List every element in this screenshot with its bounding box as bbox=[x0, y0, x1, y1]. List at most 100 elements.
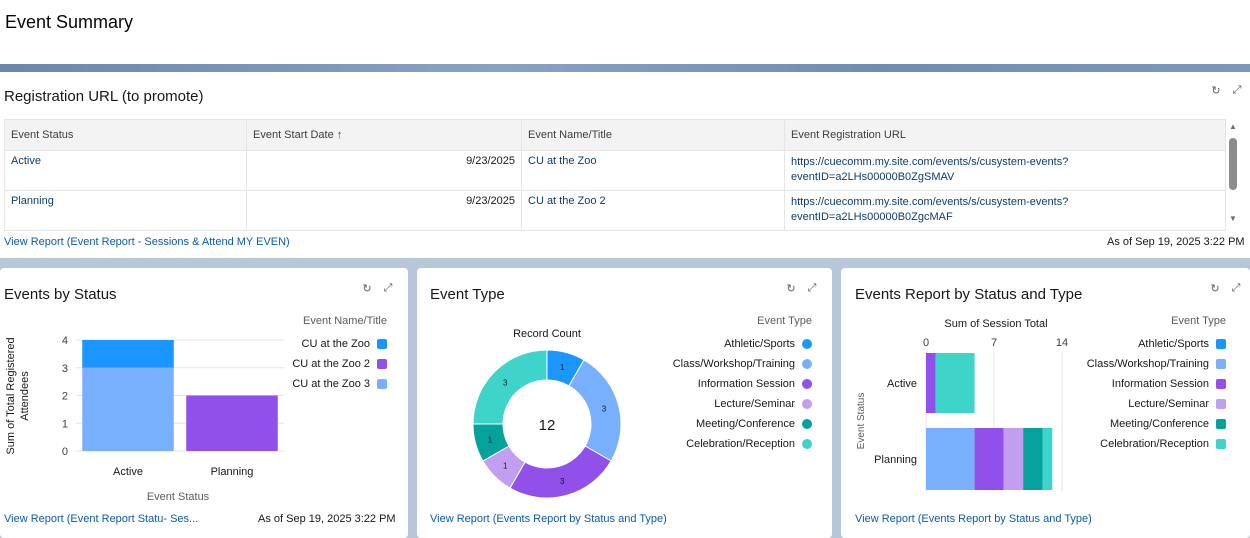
x-tick-label: Active bbox=[113, 466, 143, 478]
legend-swatch bbox=[377, 339, 387, 349]
legend-label: Class/Workshop/Training bbox=[1086, 358, 1209, 370]
legend-item[interactable]: Information Session bbox=[698, 378, 812, 390]
cell-registration-url[interactable]: https://cuecomm.my.site.com/events/s/cus… bbox=[784, 190, 1226, 231]
legend-item[interactable]: Athletic/Sports bbox=[724, 338, 812, 350]
legend-label: CU at the Zoo 2 bbox=[292, 358, 370, 370]
x-tick-label: Planning bbox=[211, 466, 254, 478]
bar-segment bbox=[926, 353, 936, 413]
events-by-status-view-report-link[interactable]: View Report (Event Report Statu- Ses... bbox=[4, 513, 199, 525]
cell-start-date: 9/23/2025 bbox=[246, 190, 522, 231]
legend-label: CU at the Zoo bbox=[301, 338, 370, 350]
x-axis-label: Event Status bbox=[147, 491, 210, 503]
cell-registration-url[interactable]: https://cuecomm.my.site.com/events/s/cus… bbox=[784, 150, 1226, 191]
x-tick-label: 14 bbox=[1056, 337, 1068, 349]
table-row: Active 9/23/2025 CU at the Zoo https://c… bbox=[4, 150, 1226, 191]
column-header-event-status[interactable]: Event Status bbox=[4, 119, 247, 151]
status-type-card: Events Report by Status and Type ↻ ⤢ Sum… bbox=[841, 268, 1250, 538]
legend-item[interactable]: Class/Workshop/Training bbox=[1087, 358, 1226, 370]
legend-item[interactable]: Class/Workshop/Training bbox=[673, 358, 812, 370]
slice-data-label: 3 bbox=[602, 405, 607, 414]
legend-swatch bbox=[802, 399, 812, 409]
legend-swatch bbox=[1216, 339, 1226, 349]
event-type-legend-title: Event Type bbox=[757, 315, 812, 327]
pie-slice bbox=[472, 349, 548, 425]
cell-status: Planning bbox=[4, 190, 247, 231]
y-axis-label: Event Status bbox=[856, 393, 867, 450]
slice-data-label: 1 bbox=[488, 435, 493, 444]
y-tick-label: 1 bbox=[62, 418, 68, 430]
cell-event-name: CU at the Zoo bbox=[521, 150, 785, 191]
refresh-icon[interactable]: ↻ bbox=[1210, 283, 1220, 295]
registration-card-title: Registration URL (to promote) bbox=[4, 88, 204, 105]
bar-segment bbox=[186, 395, 278, 451]
legend-label: Celebration/Reception bbox=[1100, 438, 1209, 450]
registration-view-report-link[interactable]: View Report (Event Report - Sessions & A… bbox=[4, 236, 290, 248]
donut-total: 12 bbox=[539, 417, 556, 434]
legend-item[interactable]: CU at the Zoo 2 bbox=[292, 358, 387, 370]
slice-data-label: 1 bbox=[560, 363, 565, 372]
legend-item[interactable]: Meeting/Conference bbox=[696, 418, 812, 430]
scroll-thumb[interactable] bbox=[1229, 138, 1237, 190]
legend-swatch bbox=[802, 359, 812, 369]
slice-data-label: 3 bbox=[503, 378, 508, 387]
legend-swatch bbox=[802, 439, 812, 449]
column-header-event-name[interactable]: Event Name/Title bbox=[521, 119, 785, 151]
column-header-registration-url[interactable]: Event Registration URL bbox=[784, 119, 1226, 151]
expand-icon[interactable]: ⤢ bbox=[807, 282, 817, 294]
legend-item[interactable]: Information Session bbox=[1112, 378, 1226, 390]
bar-segment bbox=[82, 340, 174, 368]
y-tick-label: 0 bbox=[62, 446, 68, 458]
legend-item[interactable]: Athletic/Sports bbox=[1138, 338, 1226, 350]
legend-item[interactable]: CU at the Zoo 3 bbox=[292, 378, 387, 390]
legend-item[interactable]: Meeting/Conference bbox=[1110, 418, 1226, 430]
legend-swatch bbox=[802, 339, 812, 349]
legend-item[interactable]: Lecture/Seminar bbox=[1128, 398, 1226, 410]
legend-item[interactable]: Lecture/Seminar bbox=[714, 398, 812, 410]
scroll-up-icon[interactable]: ▲ bbox=[1229, 122, 1237, 131]
slice-data-label: 3 bbox=[560, 477, 565, 486]
legend-label: Meeting/Conference bbox=[1109, 418, 1209, 430]
y-tick-label: 2 bbox=[62, 391, 68, 403]
y-tick-label: 4 bbox=[62, 335, 68, 347]
events-by-status-actions: ↻ ⤢ bbox=[361, 282, 394, 295]
legend-swatch bbox=[1216, 379, 1226, 389]
scroll-down-icon[interactable]: ▼ bbox=[1229, 214, 1237, 223]
column-header-event-start-date[interactable]: Event Start Date ↑ bbox=[246, 119, 522, 151]
y-axis-label: Sum of Total Registered Attendees bbox=[5, 337, 31, 454]
legend-item[interactable]: Celebration/Reception bbox=[686, 438, 812, 450]
legend-swatch bbox=[1216, 359, 1226, 369]
legend-item[interactable]: CU at the Zoo bbox=[302, 338, 387, 350]
pie-slice bbox=[509, 445, 612, 499]
legend-swatch bbox=[802, 419, 812, 429]
event-type-card: Event Type ↻ ⤢ Record Count 1 3 3 1 1 3 12 Even… bbox=[417, 268, 832, 538]
status-type-actions: ↻ ⤢ bbox=[1209, 282, 1242, 295]
bar-segment bbox=[926, 428, 975, 490]
y-tick-label: Active bbox=[887, 378, 917, 390]
expand-icon[interactable]: ⤢ bbox=[383, 282, 393, 294]
legend-item[interactable]: Celebration/Reception bbox=[1100, 438, 1226, 450]
event-type-view-report-link[interactable]: View Report (Events Report by Status and… bbox=[430, 513, 667, 525]
refresh-icon[interactable]: ↻ bbox=[362, 283, 372, 295]
x-tick-label: 7 bbox=[991, 337, 997, 349]
refresh-icon[interactable]: ↻ bbox=[786, 283, 796, 295]
refresh-icon[interactable]: ↻ bbox=[1211, 85, 1221, 97]
legend-label: Lecture/Seminar bbox=[1128, 398, 1209, 410]
legend-swatch bbox=[377, 379, 387, 389]
legend-label: Athletic/Sports bbox=[724, 338, 795, 350]
status-type-title: Events Report by Status and Type bbox=[855, 286, 1083, 303]
status-type-chart: Sum of Session Total 0 7 14 Active Planning Ev… bbox=[856, 318, 1068, 491]
bar-segment bbox=[1003, 428, 1024, 490]
table-scrollbar[interactable]: ▲ ▼ bbox=[1228, 122, 1238, 226]
expand-icon[interactable]: ⤢ bbox=[1232, 84, 1242, 96]
bar-segment bbox=[974, 428, 1004, 490]
expand-icon[interactable]: ⤢ bbox=[1231, 282, 1241, 294]
event-type-actions: ↻ ⤢ bbox=[785, 282, 818, 295]
bar-segment bbox=[1023, 428, 1043, 490]
events-by-status-card: Events by Status ↻ ⤢ 0 1 2 3 4 Active Planning… bbox=[0, 268, 408, 538]
legend-label: Information Session bbox=[697, 378, 795, 390]
status-type-view-report-link[interactable]: View Report (Events Report by Status and… bbox=[855, 513, 1092, 525]
table-header-row: Event Status Event Start Date ↑ Event Na… bbox=[4, 119, 1226, 151]
event-type-chart: Record Count 1 3 3 1 1 3 12 bbox=[472, 328, 622, 499]
registration-as-of: As of Sep 19, 2025 3:22 PM bbox=[1107, 236, 1245, 248]
legend-swatch bbox=[802, 379, 812, 389]
